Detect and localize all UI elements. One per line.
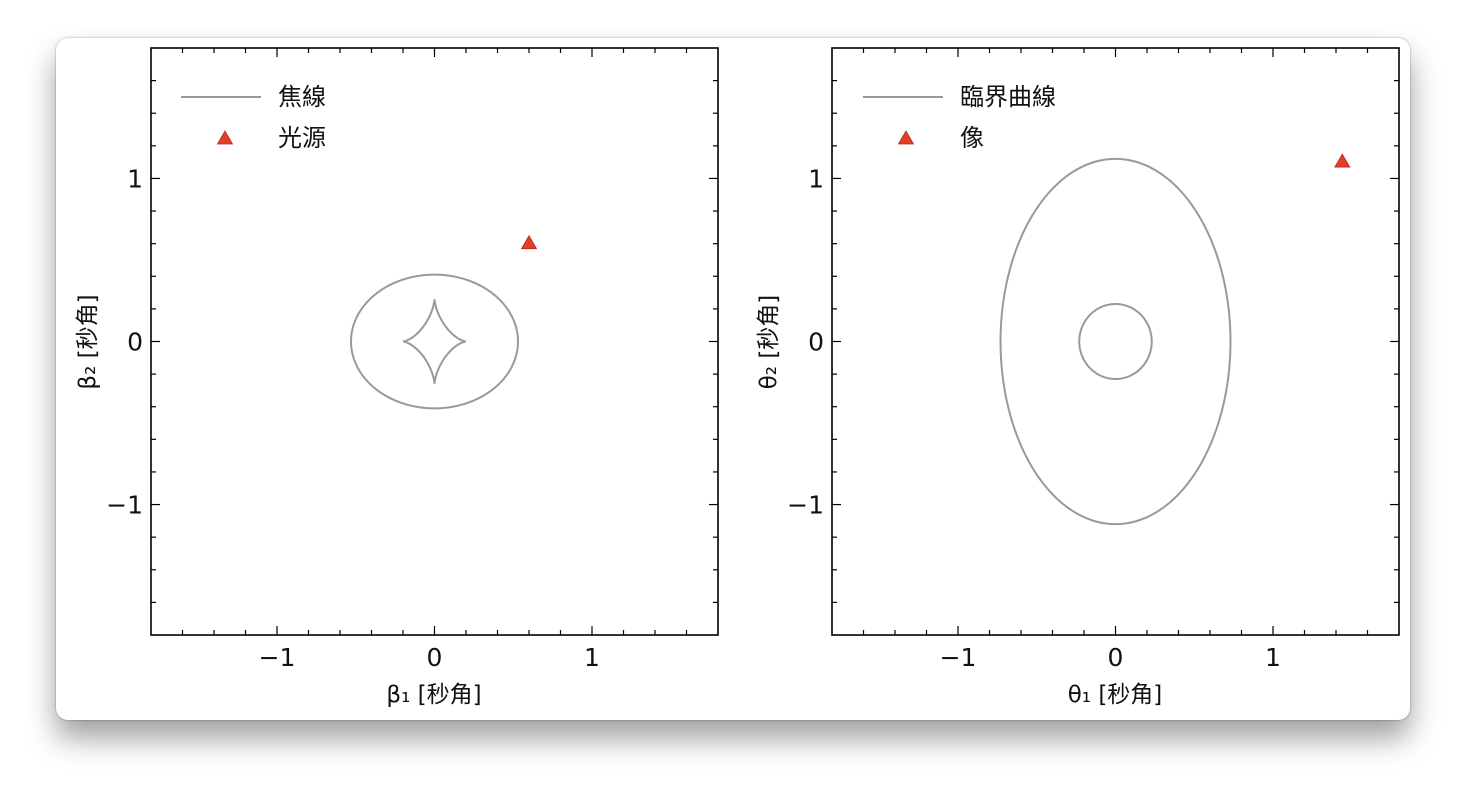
right-ticks (832, 48, 1399, 635)
right-ytick-label: −1 (787, 491, 824, 520)
left-xtick-label: 0 (427, 643, 443, 672)
left-xtick-labels: −1 0 1 (259, 643, 600, 672)
left-markers (520, 234, 538, 250)
right-panel: −1 0 1 −1 0 1 θ₁ [秒角] θ₂ [秒角] 臨界曲線 像 (756, 47, 1400, 708)
right-legend-label-image: 像 (960, 124, 984, 152)
right-plot-area (831, 47, 1400, 636)
left-source-marker (520, 234, 538, 250)
right-xtick-label: 1 (1265, 643, 1281, 672)
left-xtick-label: −1 (259, 643, 296, 672)
left-ytick-label: 1 (127, 164, 143, 193)
right-x-axis-label: θ₁ [秒角] (1068, 682, 1163, 708)
left-caustic-astroid (402, 299, 467, 384)
left-ytick-label: 0 (127, 328, 143, 357)
right-ytick-labels: −1 0 1 (787, 164, 824, 519)
right-y-axis-label: θ₂ [秒角] (756, 295, 782, 390)
left-legend-label-source: 光源 (278, 124, 326, 152)
right-ytick-label: 0 (808, 328, 824, 357)
left-ticks (151, 48, 718, 635)
left-curves (350, 273, 519, 410)
left-plot-area (150, 47, 719, 636)
right-legend: 臨界曲線 像 (863, 83, 1056, 152)
left-y-axis-label: β₂ [秒角] (75, 294, 101, 389)
left-caustic-ellipse (350, 273, 519, 410)
right-image-marker (1334, 153, 1351, 168)
left-legend: 焦線 光源 (181, 83, 326, 152)
left-legend-triangle-swatch (216, 130, 234, 145)
right-curves (999, 157, 1232, 526)
right-xtick-labels: −1 0 1 (940, 643, 1281, 672)
right-legend-label-critical: 臨界曲線 (960, 83, 1056, 111)
right-ytick-label: 1 (808, 164, 824, 193)
left-x-axis-label: β₁ [秒角] (386, 682, 481, 708)
left-ytick-label: −1 (106, 491, 143, 520)
right-xtick-label: 0 (1108, 643, 1124, 672)
left-legend-label-caustic: 焦線 (278, 83, 326, 111)
left-panel: −1 0 1 −1 0 1 β₁ [秒角] β₂ [秒角] 焦線 光源 (75, 47, 719, 708)
left-ytick-labels: −1 0 1 (106, 164, 143, 519)
left-xtick-label: 1 (584, 643, 600, 672)
right-xtick-label: −1 (940, 643, 977, 672)
right-markers (1334, 153, 1351, 168)
right-critical-inner-circle (1078, 303, 1153, 380)
right-legend-triangle-swatch (897, 130, 915, 145)
right-critical-outer-ellipse (999, 157, 1232, 526)
